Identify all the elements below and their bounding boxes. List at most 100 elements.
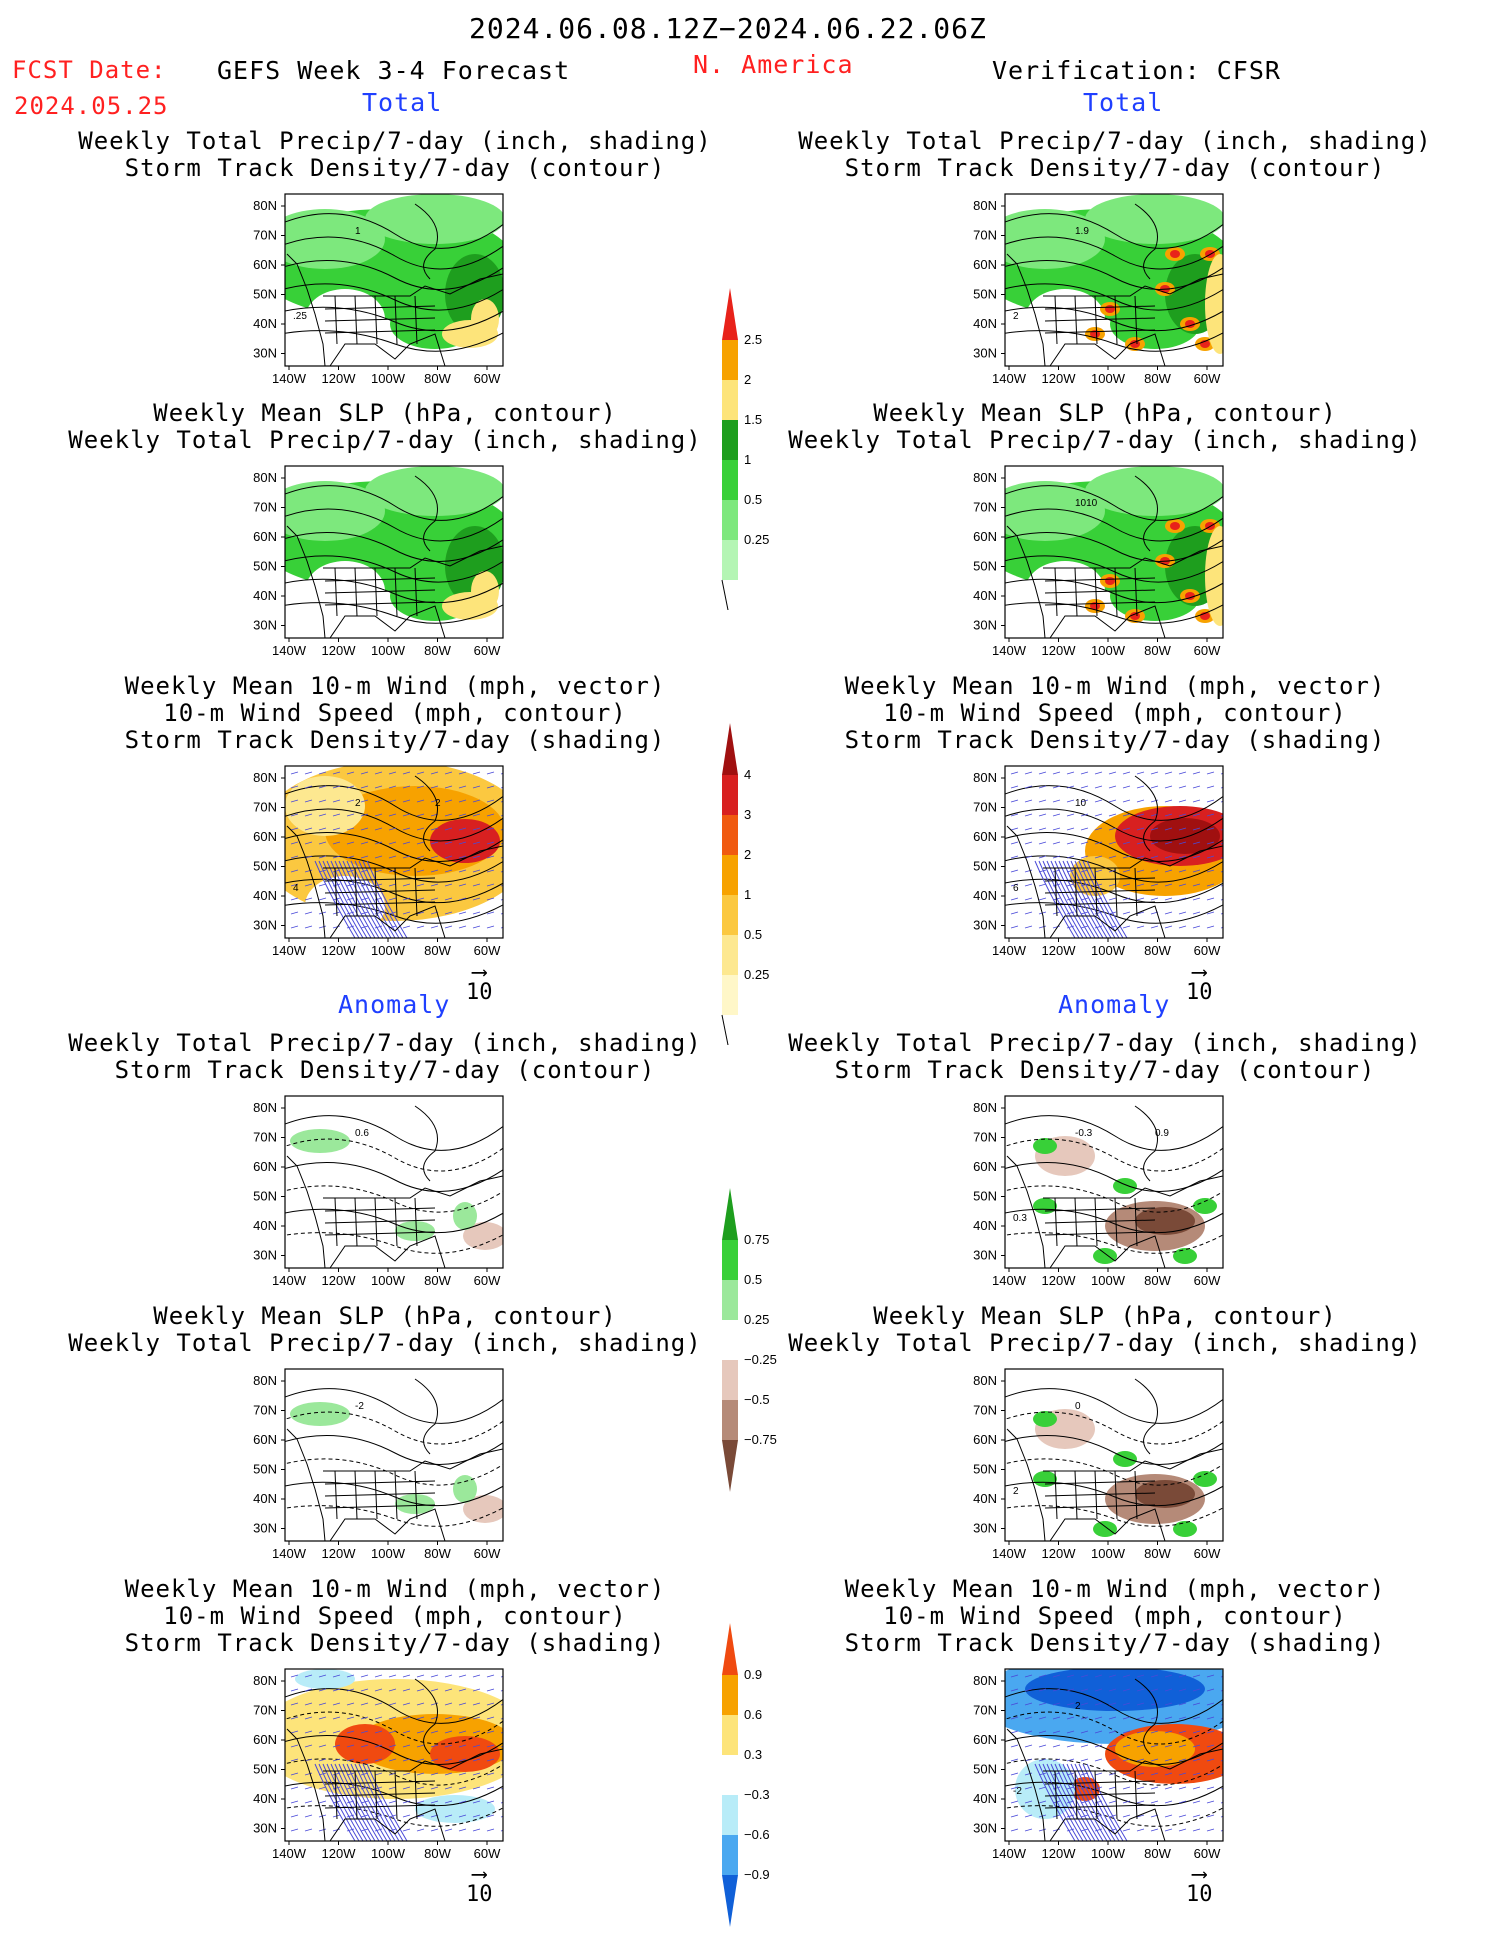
wind-vector: [1150, 1744, 1159, 1748]
wind-vector: [1206, 883, 1215, 887]
wind-vector: [360, 1688, 369, 1692]
shade-area: [1105, 305, 1115, 313]
wind-vector: [1094, 1702, 1103, 1706]
wind-vector: [1220, 1774, 1223, 1776]
lat-label: 70N: [253, 800, 277, 815]
wind-vector: [1122, 1758, 1131, 1762]
lat-label: 70N: [253, 500, 277, 515]
wind-vector: [332, 799, 341, 803]
shade-area: [415, 1795, 495, 1823]
wind-vector: [1122, 1744, 1131, 1748]
coastline: [1006, 253, 1046, 366]
wind-vector: [1038, 1800, 1047, 1804]
wind-vector: [458, 883, 467, 887]
wind-vector: [1080, 869, 1089, 873]
state-line: [1054, 1770, 1058, 1820]
wind-vector: [458, 897, 467, 901]
wind-vector: [500, 1690, 503, 1692]
wind-vector: [1052, 1744, 1061, 1748]
colorbar-segment: [722, 1835, 738, 1875]
contour-line: [285, 1688, 503, 1724]
lat-label: 80N: [253, 770, 277, 785]
wind-vector: [1122, 1730, 1131, 1734]
wind-vector: [388, 883, 397, 887]
wind-contour-line: [314, 860, 356, 938]
wind-vector: [360, 827, 369, 831]
lat-label: 40N: [253, 1491, 277, 1506]
lon-label: 80W: [1144, 943, 1171, 958]
wind-vector: [388, 1730, 397, 1734]
title-line: 10-m Wind Speed (mph, contour): [883, 699, 1347, 727]
panel-title-wind-storm-anom-verif: Weekly Mean 10-m Wind (mph, vector) 10-m…: [740, 1576, 1487, 1657]
map-field: [1005, 194, 1223, 366]
lat-label: 80N: [973, 770, 997, 785]
wind-vector: [1108, 1814, 1117, 1818]
wind-vector: [290, 1702, 299, 1706]
lat-label: 30N: [253, 918, 277, 933]
us-mexico-border: [329, 1235, 446, 1268]
wind-vector: [388, 1702, 397, 1706]
wind-vector: [458, 1702, 467, 1706]
wind-vector: [1010, 827, 1019, 831]
title-line: Weekly Total Precip/7-day (inch, shading…: [788, 1029, 1422, 1057]
shade-area: [1170, 250, 1180, 258]
shade-area: [285, 776, 365, 836]
wind-vector: [1220, 899, 1223, 901]
shade-area: [1105, 577, 1115, 585]
wind-vector: [1150, 1800, 1159, 1804]
state-line: [1044, 601, 1156, 606]
wind-vector: [1122, 771, 1131, 775]
state-line: [324, 601, 436, 606]
wind-vector: [1220, 843, 1223, 845]
wind-vector: [416, 1800, 425, 1804]
wind-vector: [1220, 1676, 1223, 1678]
wind-vector: [346, 1730, 355, 1734]
wind-vector: [1178, 855, 1187, 859]
wind-vector: [1178, 1828, 1187, 1832]
wind-vector: [1010, 841, 1019, 845]
state-line: [324, 1480, 436, 1485]
wind-vector: [1220, 857, 1223, 859]
date-range-title: 2024.06.08.12Z−2024.06.22.06Z: [469, 12, 987, 45]
contour-label: 10: [1075, 798, 1087, 809]
lat-label: 50N: [973, 1462, 997, 1477]
wind-vector: [304, 869, 313, 873]
lon-label: 80W: [424, 1546, 451, 1561]
state-line: [324, 889, 436, 894]
wind-vector: [1094, 869, 1103, 873]
wind-vector: [346, 813, 355, 817]
wind-vector: [486, 799, 495, 803]
wind-vector: [1192, 1702, 1201, 1706]
shade-area: [1193, 1198, 1217, 1214]
wind-vector: [1178, 785, 1187, 789]
contour-line: [285, 1435, 503, 1465]
wind-vector: [1164, 925, 1173, 929]
wind-vector: [472, 841, 481, 845]
map-frame: [1004, 1368, 1224, 1542]
wind-vector: [1024, 883, 1033, 887]
wind-vector: [1010, 1758, 1019, 1762]
contour-line: [1005, 1805, 1223, 1827]
wind-vector: [1038, 1702, 1047, 1706]
wind-vector: [458, 1814, 467, 1818]
wind-vector: [402, 1730, 411, 1734]
colorbar-segment: [722, 775, 738, 815]
contour-line: [285, 1735, 503, 1765]
shade-area: [1193, 1471, 1217, 1487]
wind-vector: [290, 897, 299, 901]
wind-vector: [360, 799, 369, 803]
wind-vector: [1192, 1772, 1201, 1776]
wind-vector: [486, 1814, 495, 1818]
wind-vector: [304, 1772, 313, 1776]
wind-vector: [304, 1730, 313, 1734]
contour-line: [1005, 1138, 1223, 1172]
wind-vector: [1094, 911, 1103, 915]
contour-line: [1005, 1162, 1223, 1192]
wind-vector: [472, 771, 481, 775]
shade-area: [1033, 1471, 1057, 1487]
wind-vector: [1010, 1730, 1019, 1734]
wind-vector: [388, 1800, 397, 1804]
map-svg: 80N 70N 60N 50N 40N 30N 140W 120W 100W 80W 60W 1 .25: [253, 193, 504, 386]
panel-title-slp-precip-total-fcst: Weekly Mean SLP (hPa, contour) Weekly To…: [10, 400, 760, 454]
wind-vector: [304, 1702, 313, 1706]
